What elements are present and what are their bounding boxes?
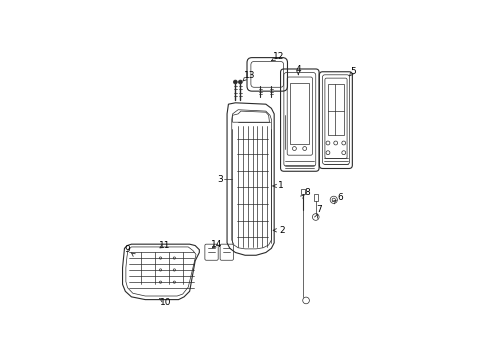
Text: 10: 10 bbox=[160, 298, 171, 307]
Text: 14: 14 bbox=[211, 240, 222, 249]
Text: 6: 6 bbox=[336, 193, 342, 202]
Bar bbox=[313, 194, 317, 201]
Text: 5: 5 bbox=[349, 67, 355, 76]
Text: 13: 13 bbox=[243, 71, 254, 80]
Text: 3: 3 bbox=[217, 175, 223, 184]
Text: 9: 9 bbox=[124, 245, 130, 254]
Bar bbox=[290, 82, 308, 144]
Text: 4: 4 bbox=[295, 65, 301, 74]
Text: 2: 2 bbox=[279, 226, 285, 235]
Text: 11: 11 bbox=[159, 240, 170, 249]
Text: 12: 12 bbox=[272, 52, 284, 61]
Text: 7: 7 bbox=[316, 205, 322, 214]
Text: 1: 1 bbox=[278, 181, 284, 190]
Text: 8: 8 bbox=[304, 188, 309, 197]
Bar bbox=[327, 84, 343, 135]
Bar bbox=[301, 189, 305, 194]
Circle shape bbox=[238, 80, 242, 84]
Circle shape bbox=[233, 80, 237, 84]
